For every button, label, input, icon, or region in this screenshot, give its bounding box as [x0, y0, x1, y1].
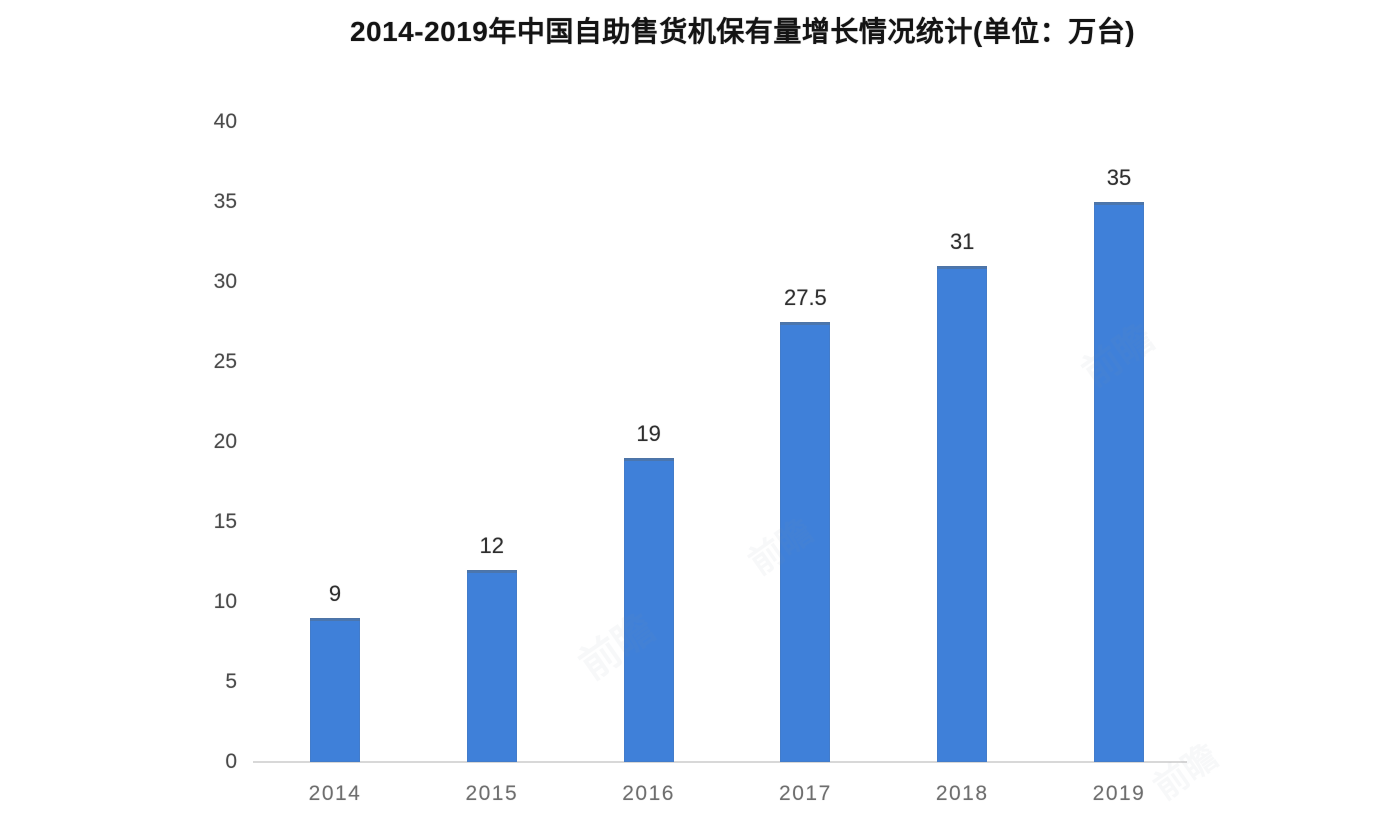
x-tick-label-2016: 2016 [622, 782, 675, 805]
x-tick-label-2017: 2017 [779, 782, 832, 805]
x-axis-line [253, 761, 1187, 763]
bar-value-label-2015: 12 [479, 533, 505, 558]
y-tick-label-20: 20 [213, 430, 237, 453]
bar-2014 [310, 618, 360, 762]
x-tick-label-2015: 2015 [465, 782, 519, 805]
y-tick-label-40: 40 [213, 110, 237, 133]
x-tick-label-2018: 2018 [935, 782, 989, 805]
y-tick-label-15: 15 [213, 510, 237, 533]
y-tick-label-25: 25 [213, 350, 237, 373]
bar-2018 [937, 266, 988, 762]
x-tick-label-2019: 2019 [1092, 782, 1146, 805]
bar-value-label-2017: 27.5 [783, 285, 827, 310]
bar-value-label-2014: 9 [328, 581, 342, 606]
y-tick-label-30: 30 [213, 270, 237, 293]
y-tick-label-0: 0 [225, 750, 237, 773]
bar-2019 [1094, 202, 1144, 762]
y-tick-label-5: 5 [225, 670, 237, 693]
bar-2017 [780, 322, 831, 762]
bar-value-label-2019: 35 [1106, 165, 1132, 190]
bar-value-label-2016: 19 [636, 421, 661, 446]
chart-title: 2014-2019年中国自助售货机保有量增长情况统计(单位：万台) [349, 16, 1136, 47]
bar-2015 [466, 570, 517, 762]
bar-2016 [623, 458, 674, 762]
y-tick-label-10: 10 [213, 590, 237, 613]
x-tick-label-2014: 2014 [308, 782, 362, 805]
y-tick-label-35: 35 [213, 190, 237, 213]
bar-value-label-2018: 31 [949, 229, 975, 254]
